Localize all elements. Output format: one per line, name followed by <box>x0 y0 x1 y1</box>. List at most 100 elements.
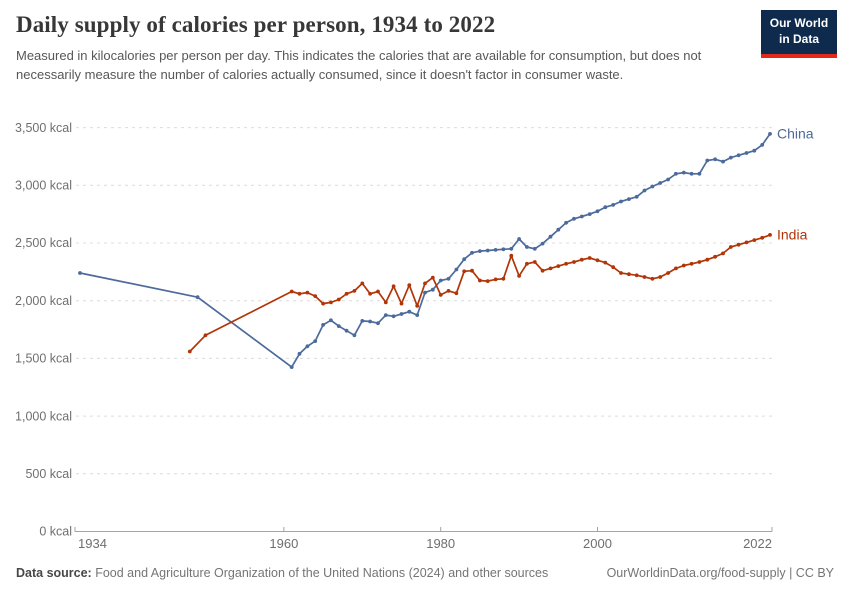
data-source-text: Food and Agriculture Organization of the… <box>91 566 549 580</box>
data-point <box>289 289 294 294</box>
data-point <box>305 290 310 295</box>
data-point <box>744 240 749 245</box>
data-point <box>407 309 412 314</box>
data-point <box>650 276 655 281</box>
data-point <box>768 233 772 237</box>
data-point <box>329 318 333 323</box>
series-china: China <box>78 125 814 369</box>
data-point <box>728 155 733 160</box>
data-point <box>195 295 200 300</box>
data-point <box>728 245 733 249</box>
data-point <box>658 181 663 185</box>
data-point <box>619 199 623 204</box>
data-point <box>478 249 482 254</box>
data-point <box>462 257 467 262</box>
data-point <box>674 171 678 176</box>
data-point <box>383 313 388 317</box>
data-point <box>470 250 474 255</box>
data-point <box>360 319 365 323</box>
attribution-note: OurWorldinData.org/food-supply | CC BY <box>606 566 834 580</box>
chart-header: Daily supply of calories per person, 193… <box>16 12 836 84</box>
series-line-china <box>79 133 771 368</box>
data-point <box>493 277 498 282</box>
data-point <box>438 278 443 283</box>
data-point <box>187 349 192 354</box>
y-tick-label: 3,500 kcal <box>15 121 72 135</box>
data-point <box>321 323 325 327</box>
x-tick-label: 2022 <box>743 536 772 551</box>
data-point <box>391 284 396 289</box>
data-point <box>485 248 490 253</box>
data-point <box>509 253 514 258</box>
data-point <box>329 300 333 305</box>
data-point <box>313 339 318 343</box>
data-point <box>611 265 616 270</box>
data-point <box>485 279 490 283</box>
data-point <box>297 291 302 296</box>
data-point <box>360 281 365 286</box>
data-point <box>336 297 341 302</box>
data-point <box>376 321 380 326</box>
chart-footer: Data source: Food and Agriculture Organi… <box>0 566 850 580</box>
data-point <box>603 260 608 265</box>
data-point <box>705 158 710 163</box>
data-point <box>321 301 325 306</box>
data-source-note: Data source: Food and Agriculture Organi… <box>16 566 548 580</box>
data-point <box>595 258 600 263</box>
data-point <box>713 254 717 259</box>
data-point <box>579 257 584 262</box>
data-point <box>634 194 639 199</box>
data-point <box>697 260 702 264</box>
data-point <box>689 261 694 266</box>
y-tick-label: 0 kcal <box>39 525 72 539</box>
data-point <box>368 291 372 296</box>
data-point <box>478 278 482 283</box>
x-tick-labels: 1934 1960 1980 2000 2022 <box>78 536 772 551</box>
data-point <box>666 177 670 182</box>
data-point <box>611 203 616 207</box>
data-point <box>344 291 349 296</box>
data-point <box>666 271 670 275</box>
data-point <box>203 333 208 338</box>
data-point <box>627 197 631 202</box>
data-point <box>376 289 380 294</box>
data-point <box>305 344 310 349</box>
data-point <box>407 283 412 287</box>
data-point <box>313 294 318 298</box>
data-point <box>689 171 694 176</box>
data-point <box>532 246 537 251</box>
data-point <box>517 237 521 241</box>
x-axis <box>74 527 773 532</box>
data-point <box>532 260 537 264</box>
data-point <box>572 216 576 221</box>
data-point <box>642 188 647 193</box>
series-label-india: India <box>777 226 808 242</box>
data-point <box>430 287 435 292</box>
data-point <box>454 267 459 272</box>
data-point <box>438 293 443 297</box>
data-point <box>642 275 647 279</box>
data-point <box>760 143 765 147</box>
data-point <box>713 157 717 162</box>
data-point <box>344 328 349 333</box>
data-point <box>752 148 757 153</box>
data-point <box>705 257 710 262</box>
data-point <box>681 263 686 268</box>
series-label-china: China <box>777 125 814 141</box>
data-point <box>509 246 514 251</box>
x-tick-label: 1980 <box>426 536 455 551</box>
data-point <box>595 209 600 214</box>
x-tick-label: 1960 <box>269 536 298 551</box>
y-tick-label: 1,500 kcal <box>15 352 72 366</box>
data-point <box>399 312 404 316</box>
data-point <box>297 351 302 356</box>
data-point <box>697 171 702 176</box>
data-point <box>446 289 451 293</box>
data-point <box>744 151 749 155</box>
x-tick-label: 1934 <box>78 536 107 551</box>
data-point <box>391 314 396 319</box>
data-point <box>674 266 678 271</box>
data-point <box>548 234 553 239</box>
data-point <box>540 268 545 273</box>
